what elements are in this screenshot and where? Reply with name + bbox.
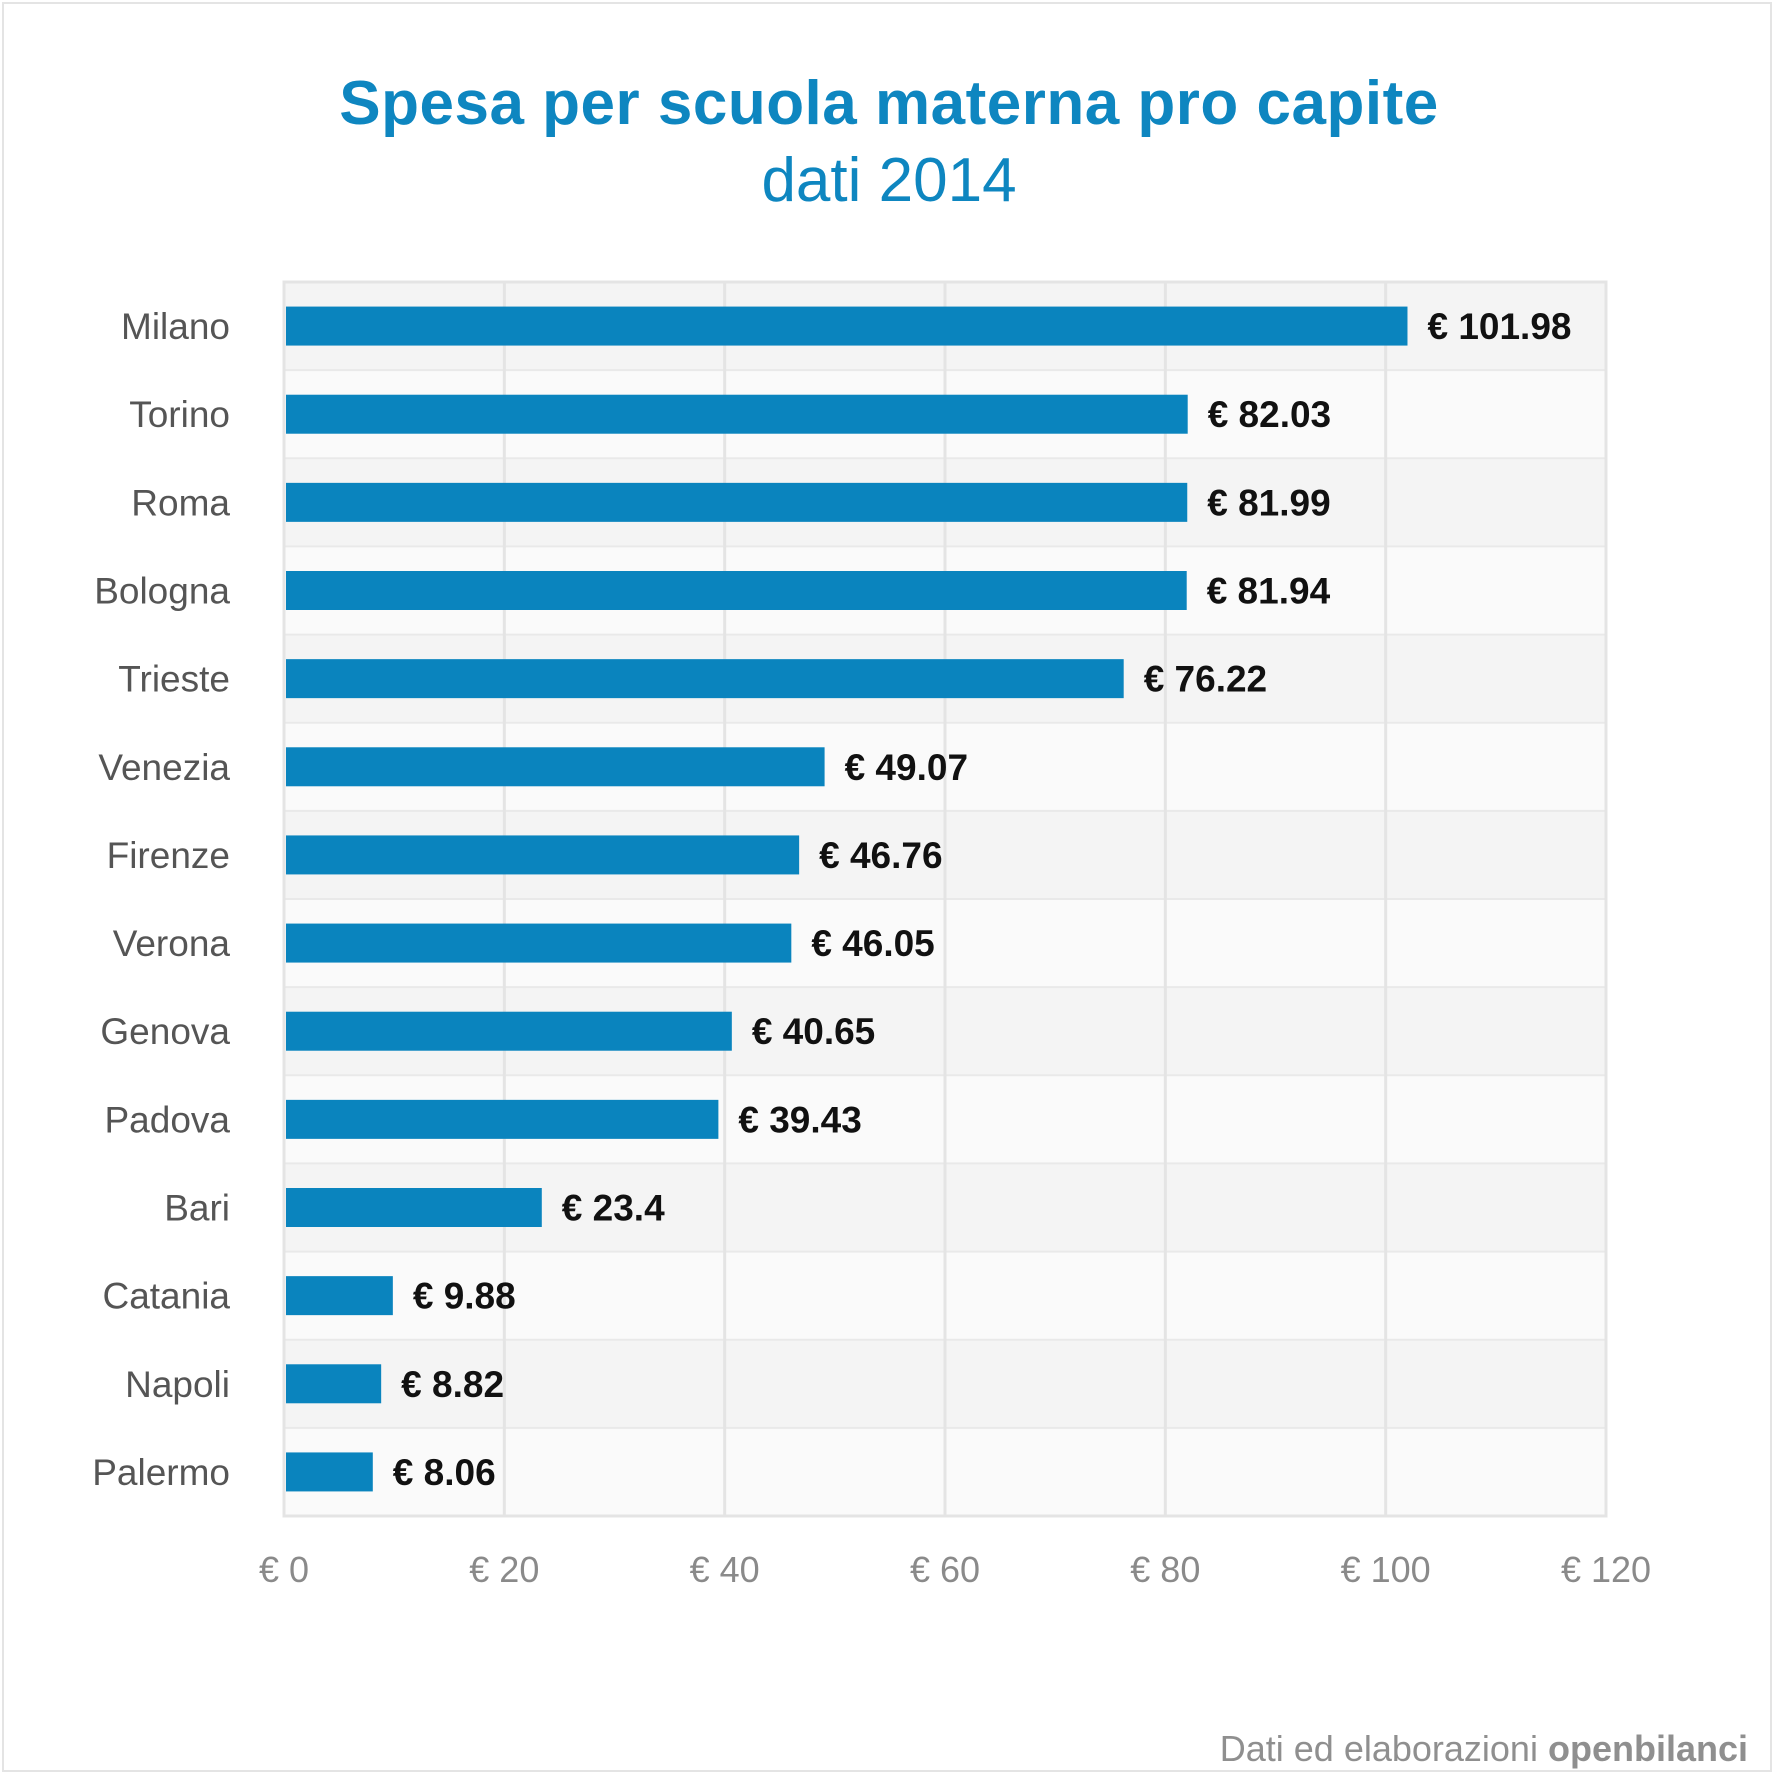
category-label: Verona <box>113 923 231 964</box>
bar <box>286 835 800 875</box>
value-label: € 81.94 <box>1207 571 1331 612</box>
bar <box>286 482 1188 522</box>
bar <box>286 1276 393 1316</box>
bar <box>286 394 1188 434</box>
bar <box>286 1011 732 1051</box>
bar <box>286 1188 542 1227</box>
bar <box>286 1452 373 1492</box>
category-label: Napoli <box>125 1364 230 1405</box>
category-label: Trieste <box>118 659 230 700</box>
category-label: Palermo <box>92 1452 230 1493</box>
value-label: € 8.06 <box>393 1452 496 1493</box>
value-label: € 46.05 <box>811 923 934 964</box>
bar <box>286 1099 719 1139</box>
bar <box>286 571 1187 610</box>
value-label: € 81.99 <box>1207 482 1330 523</box>
bar <box>286 659 1124 699</box>
chart-title: Spesa per scuola materna pro capite <box>339 69 1439 138</box>
x-tick-label: € 80 <box>1130 1549 1200 1590</box>
credit-text: Dati ed elaborazioni <box>1219 1728 1538 1769</box>
x-tick-label: € 120 <box>1561 1549 1651 1590</box>
category-label: Roma <box>131 482 230 523</box>
x-tick-label: € 40 <box>690 1549 760 1590</box>
category-label: Genova <box>100 1011 230 1052</box>
x-tick-label: € 20 <box>469 1549 539 1590</box>
value-label: € 23.4 <box>562 1188 665 1229</box>
plot-border <box>282 280 1608 1518</box>
category-label: Venezia <box>98 747 230 788</box>
category-label: Bologna <box>94 571 230 612</box>
category-label: Bari <box>164 1188 230 1229</box>
value-label: € 82.03 <box>1208 394 1331 435</box>
bar <box>286 1364 382 1404</box>
value-label: € 46.76 <box>819 835 942 876</box>
category-label: Milano <box>121 306 230 347</box>
value-label: € 9.88 <box>413 1276 516 1317</box>
bar <box>286 306 1408 346</box>
bar <box>286 923 792 963</box>
value-label: € 8.82 <box>401 1364 504 1405</box>
category-label: Catania <box>102 1276 230 1317</box>
credit-brand: openbilanci <box>1547 1728 1748 1769</box>
chart-subtitle: dati 2014 <box>761 146 1017 215</box>
category-label: Padova <box>105 1099 231 1140</box>
bar <box>286 747 825 787</box>
value-label: € 49.07 <box>845 747 968 788</box>
x-tick-label: € 100 <box>1341 1549 1431 1590</box>
x-tick-label: € 60 <box>910 1549 980 1590</box>
category-label: Firenze <box>107 835 230 876</box>
x-tick-label: € 0 <box>259 1549 309 1590</box>
value-label: € 40.65 <box>752 1011 875 1052</box>
value-label: € 76.22 <box>1144 659 1267 700</box>
category-label: Torino <box>129 394 230 435</box>
value-label: € 101.98 <box>1427 306 1571 347</box>
value-label: € 39.43 <box>738 1099 861 1140</box>
credit-line: Dati ed elaborazioni openbilanci <box>1220 1728 1748 1770</box>
